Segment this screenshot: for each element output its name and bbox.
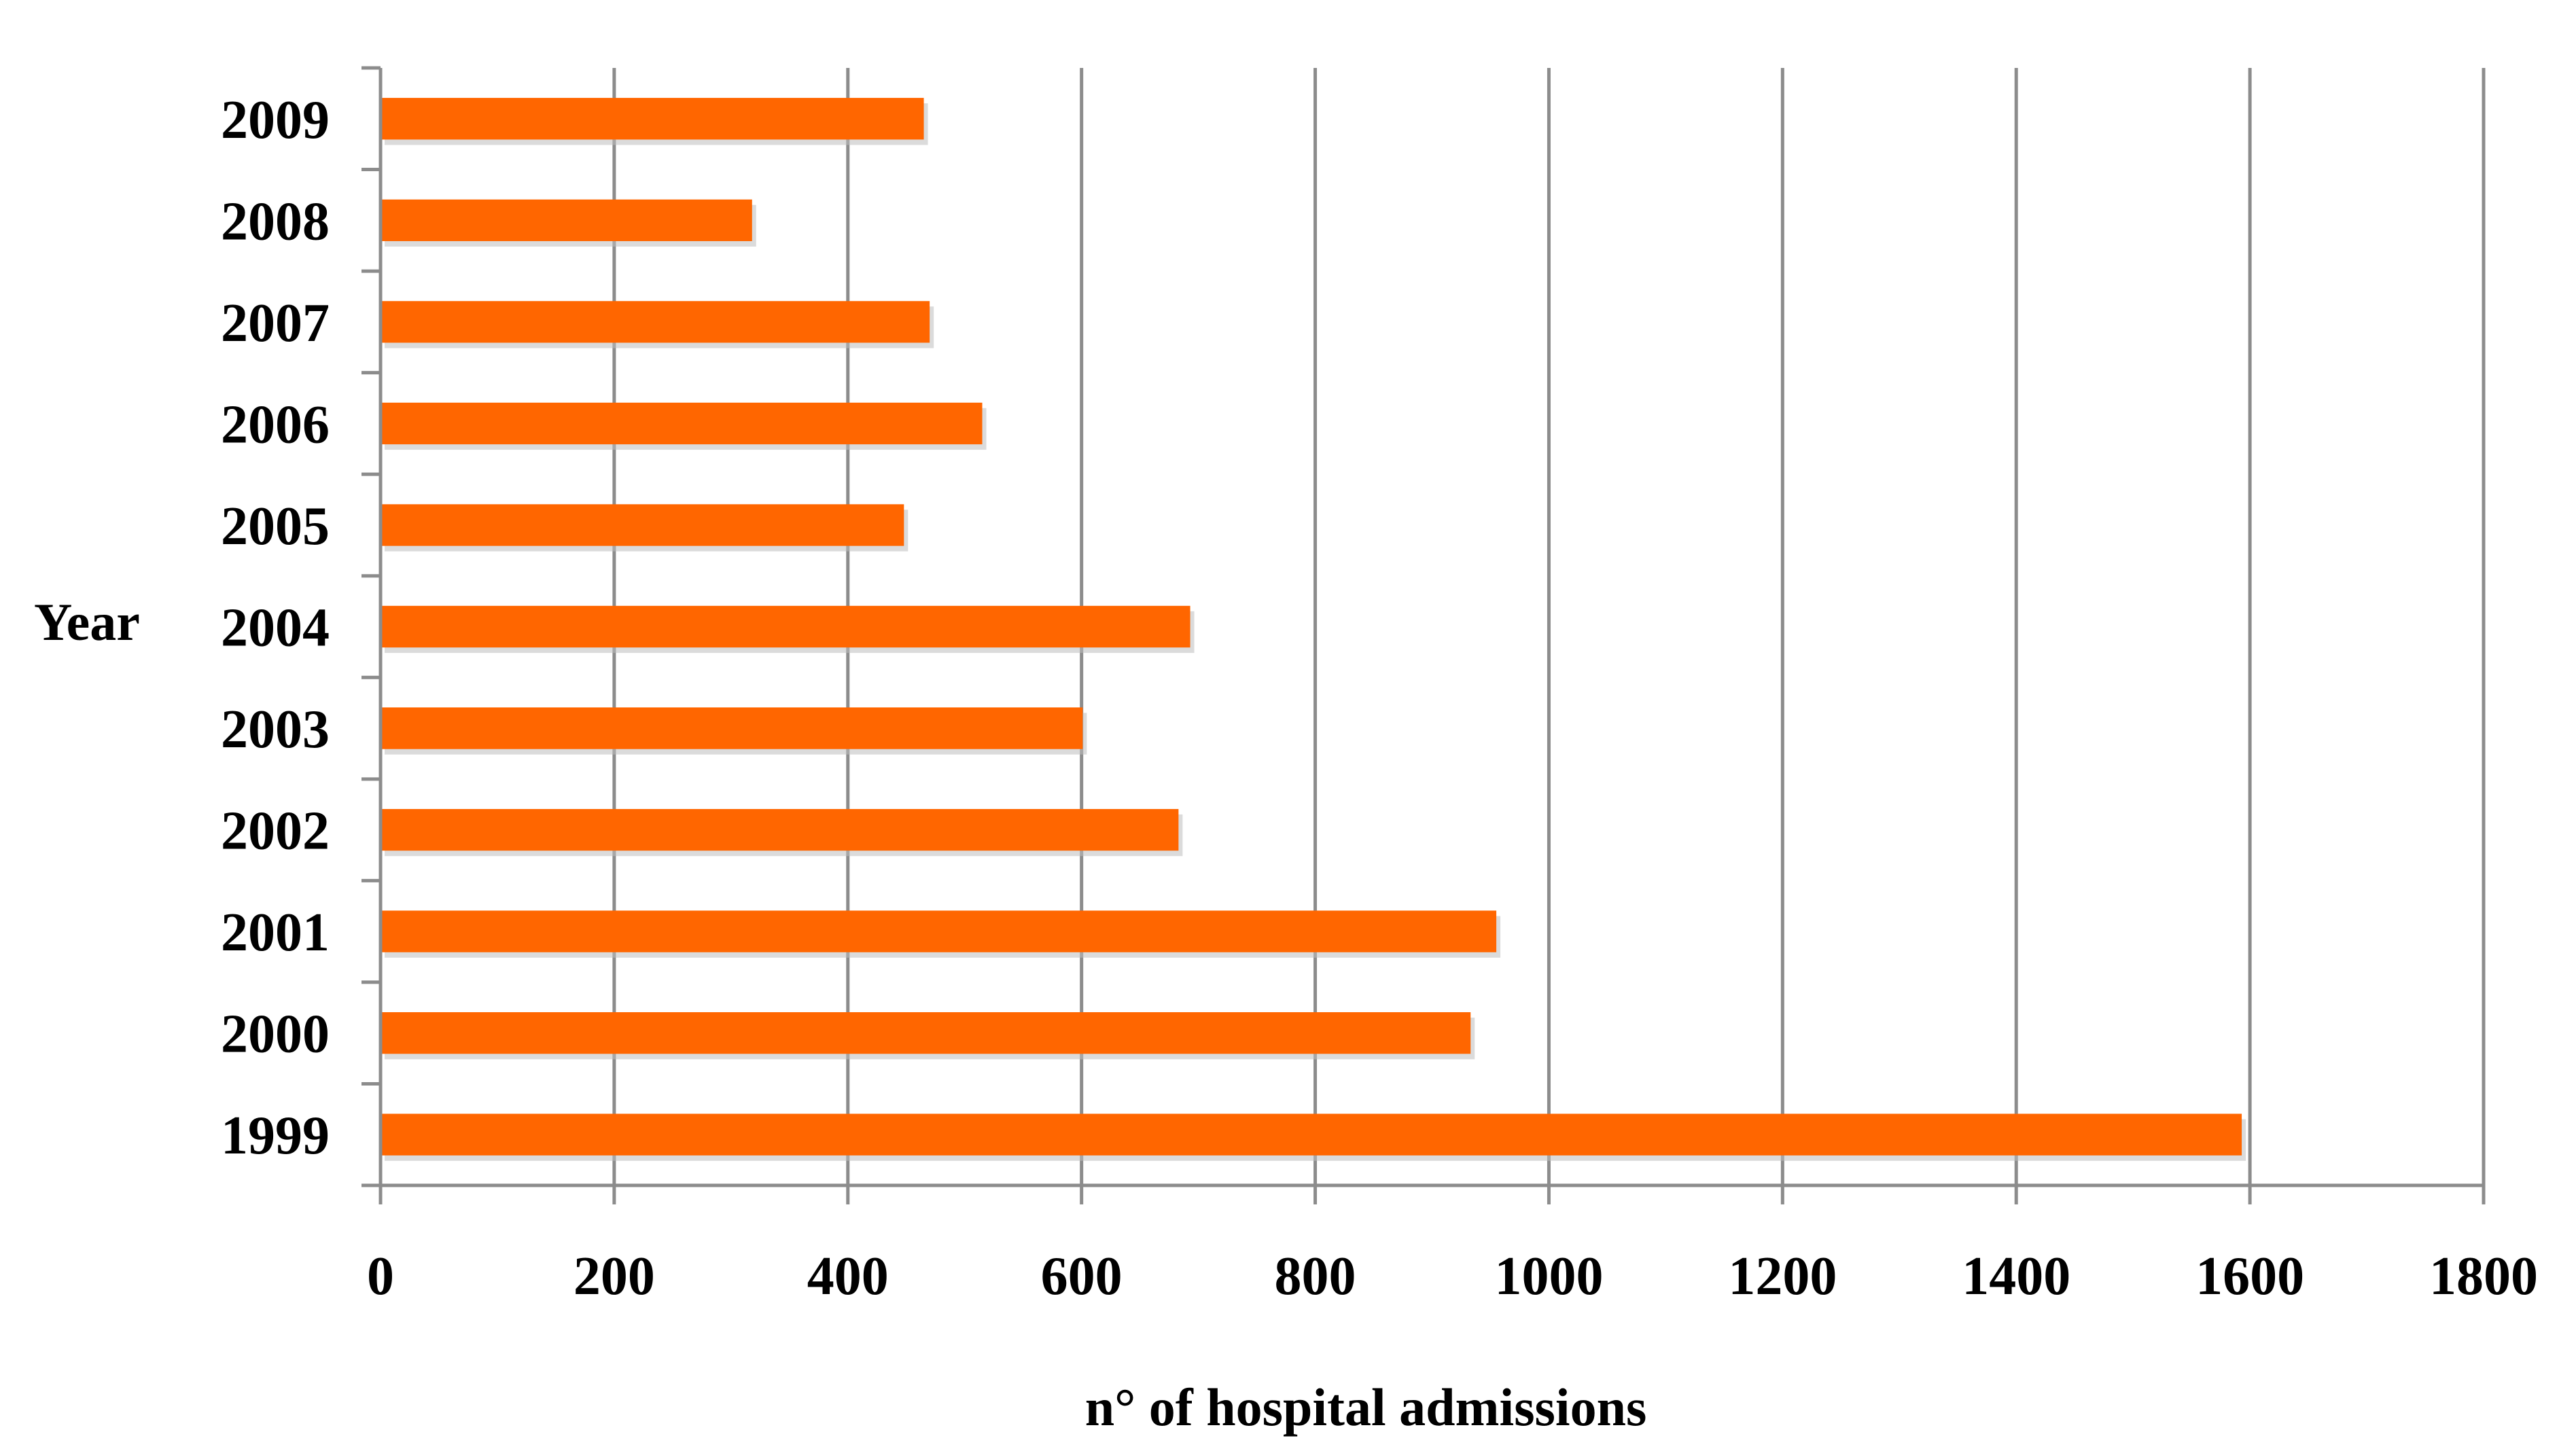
y-tick-label: 2001: [221, 903, 330, 963]
x-tick-label: 0: [367, 1247, 394, 1306]
x-axis-label: n° of hospital admissions: [1085, 1378, 1647, 1437]
x-tick-label: 1400: [1962, 1247, 2070, 1306]
y-tick-label: 2007: [221, 293, 330, 353]
bar: [381, 605, 1190, 648]
bar: [381, 1012, 1471, 1054]
bar: [381, 910, 1497, 952]
axes: [361, 66, 2486, 1204]
x-tick-label: 1200: [1728, 1247, 1837, 1306]
y-tick-label: 2009: [221, 90, 330, 150]
bar: [381, 1113, 2242, 1156]
bar: [381, 98, 924, 140]
bar: [381, 199, 752, 241]
y-tick-label: 2002: [221, 802, 330, 861]
bars: [381, 98, 2246, 1161]
bar: [381, 707, 1083, 749]
x-tick-label: 200: [574, 1247, 655, 1306]
x-tick-label: 1600: [2195, 1247, 2304, 1306]
x-tick-label: 400: [807, 1247, 889, 1306]
y-tick-label: 2004: [221, 598, 330, 658]
grid-lines: [612, 68, 2486, 1185]
x-tick-label: 1000: [1494, 1247, 1603, 1306]
bar: [381, 402, 983, 445]
tick-labels: 0 200 400 600 800 1000 1200 1400 1600 1800 1999 200…: [221, 90, 2538, 1306]
x-tick-label: 600: [1041, 1247, 1123, 1306]
x-tick-label: 800: [1275, 1247, 1356, 1306]
bar: [381, 504, 904, 546]
y-tick-label: 2000: [221, 1005, 330, 1064]
bar: [381, 301, 930, 343]
x-tick-label: 1800: [2429, 1247, 2538, 1306]
y-axis-label: Year: [34, 592, 140, 651]
y-tick-label: 2006: [221, 395, 330, 454]
y-tick-label: 2005: [221, 497, 330, 556]
bar: [381, 808, 1179, 851]
y-tick-label: 2003: [221, 700, 330, 759]
y-tick-label: 2008: [221, 192, 330, 251]
y-tick-label: 1999: [221, 1106, 330, 1166]
